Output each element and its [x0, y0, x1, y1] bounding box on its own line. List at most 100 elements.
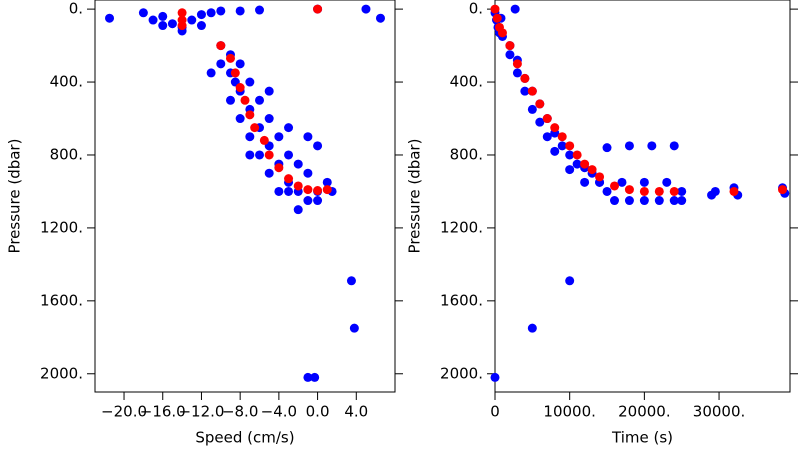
point — [230, 68, 240, 78]
point — [512, 68, 522, 78]
point — [639, 177, 649, 187]
x-tick-label: 20000. — [618, 403, 671, 421]
point — [550, 123, 560, 133]
point — [310, 372, 320, 382]
point — [274, 132, 284, 142]
point — [240, 95, 250, 105]
point — [206, 68, 216, 78]
point — [264, 150, 274, 160]
x-tick-label: 4.0 — [344, 403, 368, 421]
point — [187, 15, 197, 25]
point — [535, 99, 545, 109]
y-tick-label: 1600. — [440, 291, 483, 309]
point — [322, 185, 332, 195]
point — [245, 132, 255, 142]
point — [284, 174, 294, 184]
y-tick-label: 400. — [450, 73, 483, 91]
point — [662, 177, 672, 187]
point — [527, 323, 537, 333]
point — [654, 186, 664, 196]
point — [274, 163, 284, 173]
point — [250, 123, 260, 133]
point — [177, 21, 187, 31]
point — [654, 196, 664, 206]
point — [293, 181, 303, 191]
point — [527, 104, 537, 114]
point — [572, 150, 582, 160]
y-tick-label: 0. — [69, 0, 83, 18]
point — [565, 141, 575, 151]
point — [527, 86, 537, 96]
point — [313, 141, 323, 151]
point — [542, 132, 552, 142]
point — [557, 132, 567, 142]
y-tick-label: 1200. — [440, 218, 483, 236]
point — [303, 196, 313, 206]
point — [624, 141, 634, 151]
point — [520, 86, 530, 96]
plot-frame — [494, 0, 791, 393]
point — [245, 110, 255, 120]
point — [235, 6, 245, 16]
point — [535, 117, 545, 127]
point — [235, 114, 245, 124]
x-tick-label: 30000. — [693, 403, 746, 421]
point — [105, 13, 115, 23]
point — [177, 8, 187, 18]
point — [216, 41, 226, 51]
point — [264, 168, 274, 178]
point — [148, 15, 158, 25]
point — [284, 150, 294, 160]
point — [669, 186, 679, 196]
point — [313, 186, 323, 196]
point — [624, 185, 634, 195]
point — [313, 4, 323, 14]
point — [138, 8, 148, 18]
x-tick-label: 0 — [490, 403, 500, 421]
x-tick-label: −12.0 — [178, 403, 224, 421]
point — [609, 181, 619, 191]
point — [216, 59, 226, 69]
point — [565, 276, 575, 286]
point — [557, 141, 567, 151]
x-tick-label: −4.0 — [261, 403, 297, 421]
point — [490, 372, 500, 382]
point — [375, 13, 385, 23]
point — [677, 186, 687, 196]
point — [520, 73, 530, 83]
x-tick-label: −8.0 — [222, 403, 258, 421]
point — [587, 165, 597, 175]
x-axis-title: Time (s) — [611, 429, 673, 447]
point — [235, 59, 245, 69]
point — [293, 205, 303, 215]
y-tick-label: 0. — [469, 0, 483, 18]
x-tick-label: −20.0 — [101, 403, 147, 421]
point — [505, 41, 515, 51]
point — [255, 95, 265, 105]
y-tick-label: 800. — [50, 145, 83, 163]
point — [196, 21, 206, 31]
point — [510, 4, 520, 14]
point — [565, 150, 575, 160]
x-tick-label: −16.0 — [140, 403, 186, 421]
point — [729, 186, 739, 196]
point — [361, 4, 371, 14]
point — [778, 185, 788, 195]
point — [259, 135, 269, 145]
point — [710, 186, 720, 196]
y-tick-label: 1600. — [40, 291, 83, 309]
point — [255, 5, 265, 15]
point — [669, 196, 679, 206]
point — [245, 77, 255, 87]
point — [624, 196, 634, 206]
point — [322, 177, 332, 187]
point — [505, 50, 515, 60]
point — [264, 86, 274, 96]
point — [293, 159, 303, 169]
x-axis-title: Speed (cm/s) — [195, 429, 294, 447]
point — [550, 146, 560, 156]
y-tick-label: 1200. — [40, 218, 83, 236]
point — [216, 6, 226, 16]
point — [303, 132, 313, 142]
